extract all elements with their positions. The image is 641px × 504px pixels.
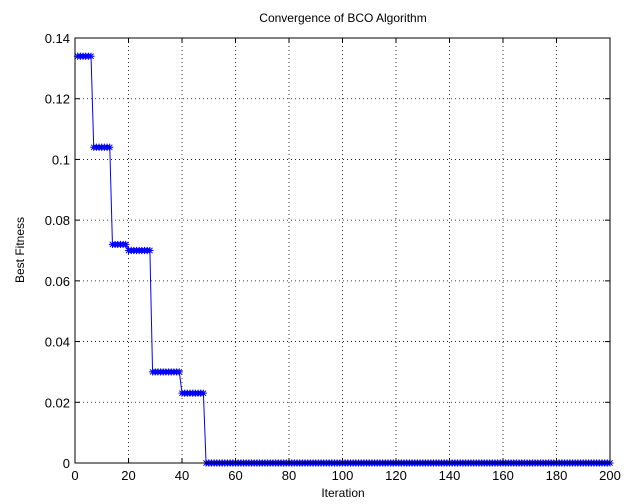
data-point-marker [87,52,95,60]
y-tick-label: 0.02 [45,395,70,410]
y-axis-ticks: 0 0.02 0.04 0.06 0.08 0.1 0.12 0.14 [45,31,610,471]
x-tick-label: 20 [121,468,135,483]
x-tick-label: 180 [546,468,568,483]
x-tick-label: 160 [492,468,514,483]
data-point-marker [199,389,207,397]
data-point-marker [106,143,114,151]
data-point-marker [122,240,130,249]
y-tick-label: 0.04 [45,335,70,350]
x-tick-label: 200 [599,468,621,483]
y-axis-label: Best Fitness [13,217,27,283]
data-point-marker [175,368,183,376]
x-tick-label: 60 [228,468,242,483]
chart-title: Convergence of BCO Algorithm [259,11,426,25]
y-tick-label: 0.14 [45,31,70,46]
x-tick-label: 80 [282,468,296,483]
x-tick-label: 120 [385,468,407,483]
x-tick-label: 0 [71,468,78,483]
x-axis-label: Iteration [321,486,364,500]
y-tick-label: 0.08 [45,213,70,228]
y-tick-label: 0.06 [45,274,70,289]
x-tick-label: 40 [175,468,189,483]
y-tick-label: 0.12 [45,92,70,107]
x-axis-ticks: 0 20 40 60 80 100 120 140 160 180 200 [71,38,621,483]
x-tick-label: 100 [332,468,354,483]
y-tick-label: 0 [63,456,70,471]
x-tick-label: 140 [439,468,461,483]
y-tick-label: 0.1 [52,152,70,167]
data-point-marker [146,246,154,255]
